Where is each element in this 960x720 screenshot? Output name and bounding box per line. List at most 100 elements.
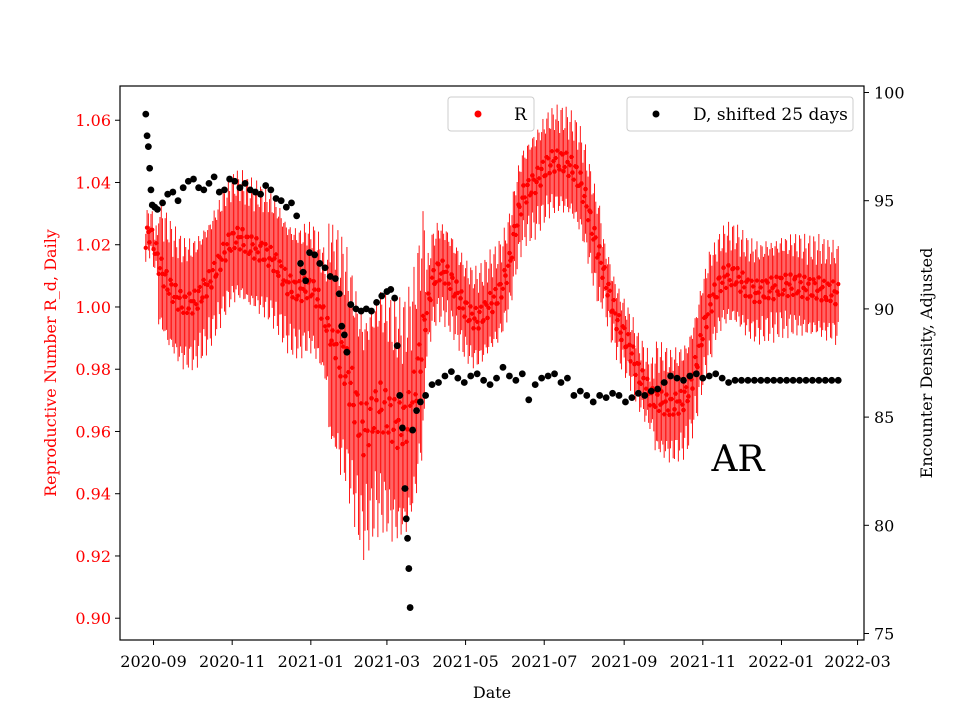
x-tick-label: 2021-03 <box>354 652 420 671</box>
d-point <box>387 286 395 293</box>
r-point <box>836 281 841 287</box>
d-point <box>146 164 154 172</box>
d-point <box>802 376 810 384</box>
d-point <box>401 485 409 492</box>
d-point <box>169 188 177 196</box>
d-point <box>190 175 197 183</box>
d-point <box>660 379 668 386</box>
d-point <box>236 184 244 192</box>
d-point <box>441 372 449 380</box>
d-point <box>393 342 401 350</box>
d-point <box>480 376 488 384</box>
d-point <box>467 372 475 380</box>
d-point <box>413 407 420 415</box>
d-point <box>789 376 797 384</box>
d-point <box>763 376 771 384</box>
d-point <box>282 203 290 211</box>
d-point <box>673 374 681 382</box>
d-point <box>738 376 745 384</box>
d-point <box>486 381 494 389</box>
d-point <box>834 376 842 384</box>
d-point <box>231 177 239 185</box>
d-point <box>712 370 720 378</box>
d-point <box>184 177 192 185</box>
y-left-tick-label: 0.98 <box>75 360 111 379</box>
x-axis-label: Date <box>473 683 511 702</box>
d-point <box>347 301 355 308</box>
y-left-tick-label: 1.04 <box>75 173 111 192</box>
y-right-tick-label: 75 <box>874 625 894 644</box>
d-point <box>391 294 399 302</box>
y-left-tick-label: 1.00 <box>75 298 111 317</box>
y-right-tick-label: 85 <box>874 408 894 427</box>
d-point <box>246 186 254 194</box>
d-point <box>221 186 228 194</box>
d-point <box>447 368 455 376</box>
d-point <box>686 372 694 380</box>
x-tick-label: 2020-11 <box>199 652 265 671</box>
d-point <box>262 182 270 189</box>
d-point <box>699 374 707 382</box>
y-right-tick-label: 100 <box>874 83 905 102</box>
d-point <box>272 195 280 202</box>
d-point <box>179 184 187 192</box>
d-point <box>288 199 295 207</box>
d-point <box>321 264 329 272</box>
d-point <box>368 307 375 315</box>
d-point <box>311 251 319 259</box>
r-point <box>150 227 155 233</box>
d-point <box>525 396 533 404</box>
y-right-tick-label: 95 <box>874 192 894 211</box>
d-point <box>277 197 285 205</box>
d-point <box>770 376 778 384</box>
x-tick-label: 2020-09 <box>120 652 186 671</box>
d-point <box>531 381 539 389</box>
legend-d-label: D, shifted 25 days <box>693 105 848 125</box>
d-point <box>815 376 823 384</box>
d-point <box>257 190 264 198</box>
d-point <box>725 379 733 386</box>
d-point <box>205 179 213 187</box>
d-point <box>499 363 507 371</box>
legend-r-label: R <box>514 105 528 125</box>
d-point <box>589 398 597 406</box>
d-point <box>362 305 370 313</box>
y-right-tick-label: 90 <box>874 300 894 319</box>
d-point <box>667 372 674 380</box>
d-point <box>628 394 636 402</box>
d-point <box>576 387 584 395</box>
d-point <box>821 376 829 384</box>
y-left-tick-label: 1.06 <box>75 111 111 130</box>
d-point <box>299 268 307 276</box>
d-point <box>200 186 208 194</box>
y-axis-left-label: Reproductive Number R_d, Daily <box>41 229 60 497</box>
d-point <box>343 348 351 356</box>
d-point <box>340 331 348 339</box>
d-point <box>570 392 578 399</box>
d-point <box>454 374 462 382</box>
d-point <box>331 275 339 283</box>
legend-r-box <box>447 96 535 132</box>
d-point <box>147 186 155 194</box>
d-point <box>460 379 468 386</box>
d-point <box>357 307 365 315</box>
series-d-layer <box>142 110 842 611</box>
d-point <box>417 398 424 406</box>
chart-annotation: AR <box>710 439 765 480</box>
d-point <box>174 197 182 205</box>
d-point <box>641 392 649 399</box>
d-point <box>293 212 301 220</box>
d-point <box>435 379 442 386</box>
d-point <box>564 374 571 382</box>
d-point <box>306 249 313 257</box>
y-left-tick-label: 1.02 <box>75 236 111 255</box>
d-point <box>828 376 836 384</box>
d-point <box>338 322 346 330</box>
x-tick-label: 2021-09 <box>591 652 657 671</box>
axes-layer: 2020-09 2020-11 2021-01 2021-03 2021-05 2021-… <box>75 83 904 671</box>
d-point <box>692 370 700 378</box>
d-point <box>544 372 552 380</box>
d-point <box>302 277 310 285</box>
x-tick-label: 2022-01 <box>748 652 814 671</box>
